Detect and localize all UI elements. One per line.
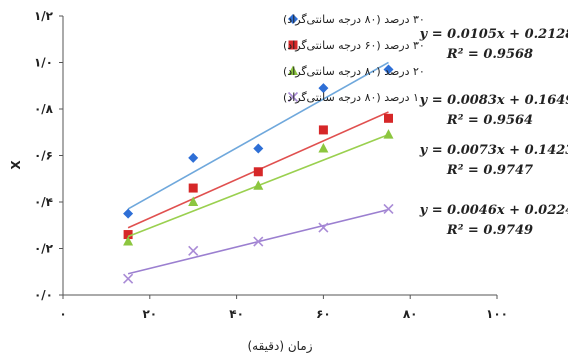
trendline-r2: R² = 0.9568 [446, 47, 533, 62]
data-point [188, 196, 199, 206]
y-tick-label: ۱/۲ [34, 9, 54, 23]
y-tick-label: ۰/۰ [34, 288, 53, 302]
data-point [253, 180, 264, 190]
series-3 [123, 203, 394, 284]
data-point [123, 208, 134, 219]
y-tick-label: ۰/۶ [34, 149, 53, 163]
trendline [127, 61, 389, 210]
x-tick-label: ۲۰ [142, 307, 157, 321]
legend-label: ۳۰ درصد (۶۰ درجه سانتی‌گراد) [283, 39, 425, 52]
y-tick-label: ۰/۸ [34, 102, 54, 116]
data-point [383, 64, 394, 75]
data-point [188, 152, 199, 163]
trendline-r2: R² = 0.9749 [446, 223, 533, 238]
x-tick-label: ۸۰ [403, 307, 418, 321]
x-tick-label: ۶۰ [316, 307, 331, 321]
y-axis-label: X [9, 160, 23, 170]
legend-label: ۳۰ درصد (۸۰ درجه سانتی‌گراد) [283, 13, 425, 26]
trendline-equation: y = 0.0046x + 0.0224 [419, 203, 568, 218]
data-point [318, 143, 329, 153]
data-point [318, 222, 329, 233]
legend-marker [288, 14, 298, 24]
legend-marker [288, 40, 298, 50]
series-0 [123, 61, 394, 219]
data-point [188, 245, 199, 256]
legend: ۳۰ درصد (۸۰ درجه سانتی‌گراد) ۳۰ درصد (۶۰ … [283, 13, 425, 104]
data-point [318, 83, 329, 94]
data-point [383, 203, 394, 215]
y-tick-label: ۰/۴ [34, 195, 53, 209]
legend-label: ۱۰ درصد (۸۰ درجه سانتی‌گراد) [283, 91, 425, 104]
trendline-r2: R² = 0.9564 [446, 113, 533, 128]
x-tick-label: ۰ [59, 307, 66, 321]
equations-panel: y = 0.0105x + 0.2128 R² = 0.9568 y = 0.008… [419, 27, 568, 238]
data-point [188, 183, 198, 193]
x-tick-label: ۱۰۰ [486, 307, 508, 321]
data-point [123, 236, 134, 246]
x-axis-label: زمان (دقیقه) [247, 339, 312, 354]
trendline-equation: y = 0.0073x + 0.1423 [419, 143, 568, 158]
data-point [384, 113, 393, 123]
trendline-r2: R² = 0.9747 [446, 163, 533, 178]
data-point [253, 236, 264, 247]
y-tick-label: ۱/۰ [34, 56, 53, 70]
x-tick-label: ۴۰ [229, 307, 244, 321]
legend-label: ۲۰ درصد (۸۰ درجه سانتی‌گراد) [283, 65, 425, 78]
y-tick-label: ۰/۲ [34, 242, 54, 256]
legend-marker [287, 91, 299, 103]
legend-marker [288, 65, 298, 75]
series-1 [123, 111, 393, 240]
data-point [123, 273, 134, 284]
series-2 [123, 129, 394, 246]
data-point [253, 167, 263, 177]
trendline-equation: y = 0.0083x + 0.1649 [419, 93, 568, 108]
plot-area [123, 61, 394, 284]
axes: ۰/۰ ۰/۲ ۰/۴ ۰/۶ ۰/۸ ۱/۰ ۱/۲ ۰ ۲۰ ۴۰ ۶۰ ۸۰ ۱۰۰ زمان (د… [9, 9, 508, 354]
trendline-equation: y = 0.0105x + 0.2128 [419, 27, 568, 42]
data-point [123, 230, 133, 240]
data-point [383, 129, 394, 139]
data-point [318, 125, 328, 135]
data-point [253, 143, 264, 154]
